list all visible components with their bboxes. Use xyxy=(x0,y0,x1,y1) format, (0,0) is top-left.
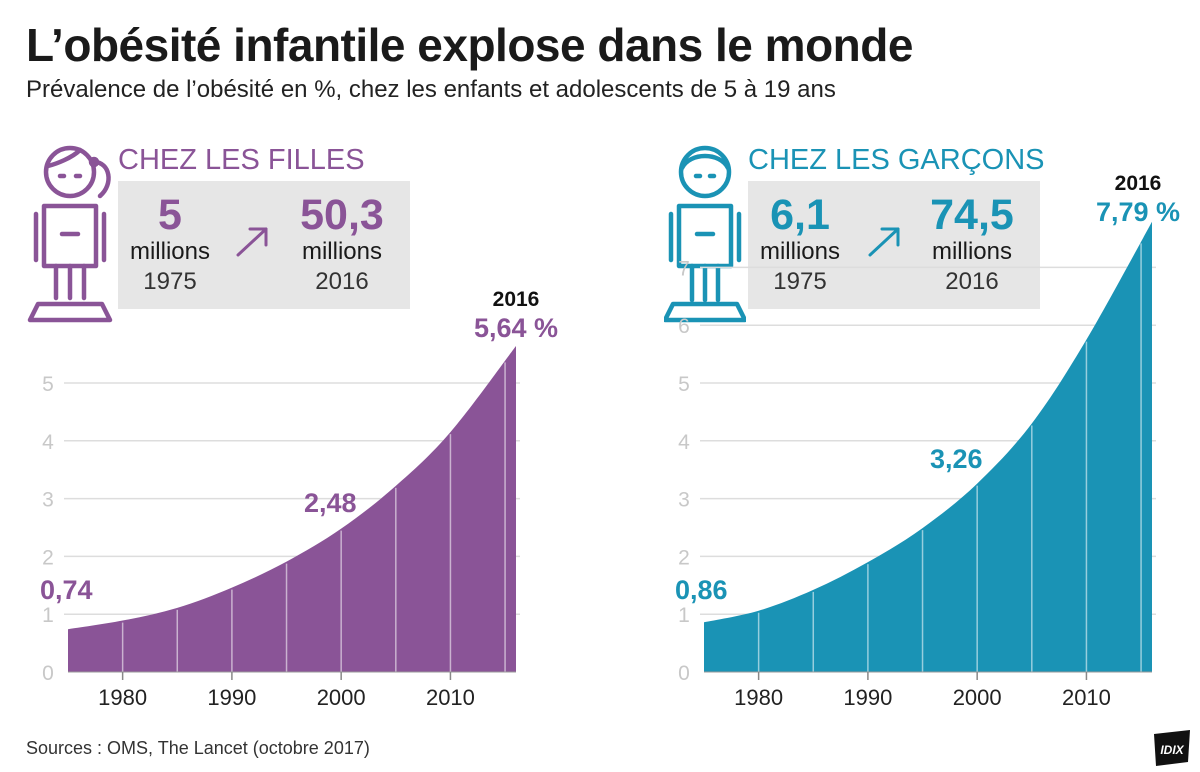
boys-start-value: 6,1 xyxy=(770,191,830,239)
girls-x-tick-label: 2000 xyxy=(317,685,366,710)
boys-end-value: 74,5 xyxy=(930,191,1014,239)
boys-stats-box xyxy=(748,181,1040,309)
girls-start-year: 1975 xyxy=(143,268,197,295)
boys-end-year-label: 2016 xyxy=(1115,172,1162,195)
boys-area xyxy=(704,221,1152,672)
boys-y-tick-label: 4 xyxy=(678,431,690,454)
girls-area xyxy=(68,346,516,672)
boys-x-tick-label: 1990 xyxy=(843,685,892,710)
girls-start-unit: millions xyxy=(129,238,210,265)
girls-y-tick-label: 4 xyxy=(42,431,54,454)
girls-start-data-label: 0,74 xyxy=(40,575,93,605)
boys-mid-data-label: 3,26 xyxy=(930,444,983,474)
up-right-arrow-icon xyxy=(236,227,268,257)
boys-y-tick-label: 6 xyxy=(678,315,690,338)
girls-start-value: 5 xyxy=(158,191,182,239)
logo-text: IDIX xyxy=(1160,743,1184,757)
page-subtitle: Prévalence de l’obésité en %, chez les e… xyxy=(26,76,836,103)
boy-on-scale-icon xyxy=(664,145,746,323)
boys-x-tick-label: 1980 xyxy=(734,685,783,710)
girls-end-year: 2016 xyxy=(315,268,369,295)
boys-y-tick-label: 5 xyxy=(678,373,690,396)
girls-stats-box xyxy=(118,181,410,309)
girls-heading: CHEZ LES FILLES xyxy=(118,144,365,176)
girl-on-scale-icon xyxy=(27,145,113,323)
boys-y-tick-label: 3 xyxy=(678,489,690,512)
boys-y-tick-label: 2 xyxy=(678,546,690,569)
up-right-arrow-icon xyxy=(868,227,900,257)
girls-end-stat: 50,3 millions 2016 xyxy=(282,193,402,297)
girls-y-tick-label: 0 xyxy=(42,662,54,685)
boys-start-data-label: 0,86 xyxy=(675,575,728,605)
girls-start-stat: 5 millions 1975 xyxy=(110,193,230,297)
boys-start-unit: millions xyxy=(759,238,840,265)
idix-logo: IDIX xyxy=(1154,730,1190,766)
boys-y-tick-label: 7 xyxy=(678,257,690,280)
girls-y-tick-label: 2 xyxy=(42,546,54,569)
boys-end-year: 2016 xyxy=(945,268,999,295)
girls-y-tick-label: 5 xyxy=(42,373,54,396)
girls-y-tick-label: 1 xyxy=(42,604,54,627)
girls-x-tick-label: 1980 xyxy=(98,685,147,710)
boys-end-unit: millions xyxy=(931,238,1012,265)
boys-y-tick-label: 0 xyxy=(678,662,690,685)
boys-end-stat: 74,5 millions 2016 xyxy=(912,193,1032,297)
girls-end-unit: millions xyxy=(301,238,382,265)
boys-heading: CHEZ LES GARÇONS xyxy=(748,144,1045,176)
boys-start-year: 1975 xyxy=(773,268,827,295)
girls-end-year-label: 2016 xyxy=(493,288,540,311)
boys-start-stat: 6,1 millions 1975 xyxy=(740,193,860,297)
girls-end-data-label: 5,64 % xyxy=(474,313,558,343)
boys-x-tick-label: 2010 xyxy=(1062,685,1111,710)
girls-x-tick-label: 2010 xyxy=(426,685,475,710)
boys-end-data-label: 7,79 % xyxy=(1096,197,1180,227)
boys-x-tick-label: 2000 xyxy=(953,685,1002,710)
girls-end-value: 50,3 xyxy=(300,191,384,239)
sources-note: Sources : OMS, The Lancet (octobre 2017) xyxy=(26,738,370,758)
girls-y-tick-label: 3 xyxy=(42,489,54,512)
girls-mid-data-label: 2,48 xyxy=(304,488,357,518)
page-title: L’obésité infantile explose dans le mond… xyxy=(26,19,913,71)
boys-y-tick-label: 1 xyxy=(678,604,690,627)
girls-x-tick-label: 1990 xyxy=(207,685,256,710)
